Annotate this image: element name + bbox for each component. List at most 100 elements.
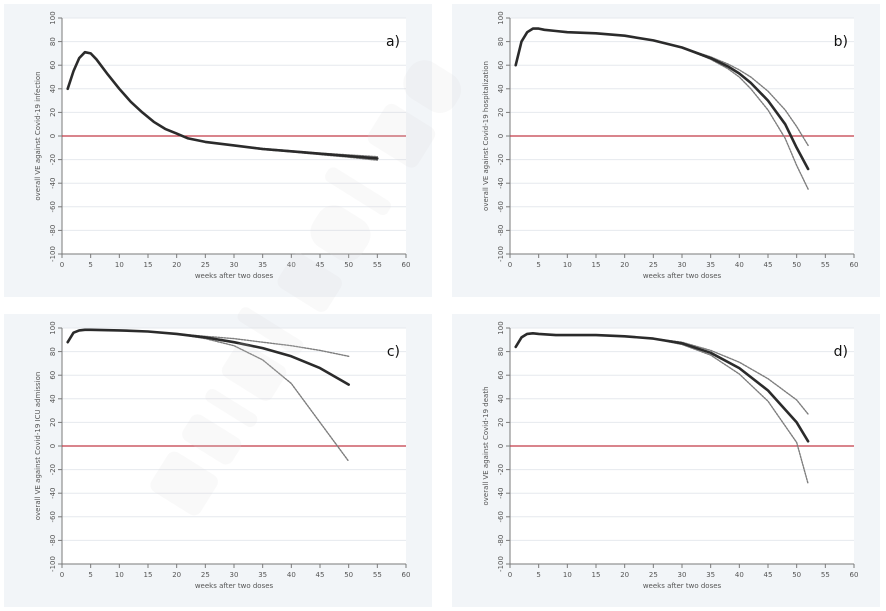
x-tick-label: 5 [536,261,540,269]
y-tick-label: -40 [497,177,505,188]
y-tick-label: -20 [49,464,57,475]
x-tick-label: 60 [850,571,859,579]
x-tick-label: 35 [258,571,267,579]
x-tick-label: 25 [201,571,210,579]
y-tick-label: -20 [497,154,505,165]
y-tick-label: -40 [49,487,57,498]
x-tick-label: 10 [563,261,572,269]
y-tick-label: -40 [49,177,57,188]
y-tick-label: 100 [497,321,505,334]
y-tick-label: 60 [497,61,505,70]
x-tick-label: 60 [402,571,411,579]
y-tick-label: -80 [49,225,57,236]
x-axis-title: weeks after two doses [643,582,722,590]
x-tick-label: 5 [536,571,540,579]
x-tick-label: 35 [706,261,715,269]
y-tick-label: 80 [497,347,505,356]
y-tick-label: 40 [49,84,57,93]
y-tick-label: 20 [49,108,57,117]
x-tick-label: 25 [201,261,210,269]
y-tick-label: 100 [497,11,505,24]
y-tick-label: -60 [497,511,505,522]
y-tick-label: 60 [497,371,505,380]
y-tick-label: 80 [49,37,57,46]
x-tick-label: 55 [373,261,382,269]
x-tick-label: 15 [592,261,601,269]
y-tick-label: 20 [497,108,505,117]
x-tick-label: 30 [230,261,239,269]
y-tick-label: -60 [49,201,57,212]
x-axis-title: weeks after two doses [195,272,274,280]
x-tick-label: 30 [678,571,687,579]
y-tick-label: 100 [49,11,57,24]
x-tick-label: 60 [402,261,411,269]
x-tick-label: 5 [88,261,92,269]
y-tick-label: -100 [49,556,57,572]
chart-svg: -100 -80 -60 -40 -20 0 20 40 60 80 100 0 5 10 15 20 25 30… [482,11,859,280]
x-tick-label: 35 [258,261,267,269]
panel-label: d) [834,344,848,360]
x-tick-label: 40 [287,261,296,269]
x-tick-label: 15 [592,571,601,579]
y-tick-label: -80 [49,535,57,546]
y-tick-label: 100 [49,321,57,334]
chart-panel-c: -100 -80 -60 -40 -20 0 20 40 60 80 100 0 5 10 15 20 25 30… [4,314,432,607]
chart-svg: -100 -80 -60 -40 -20 0 20 40 60 80 100 0 5 10 15 20 25 30… [34,321,411,590]
x-tick-label: 50 [792,261,801,269]
y-tick-label: -100 [497,246,505,262]
y-tick-label: -20 [49,154,57,165]
y-tick-label: -20 [497,464,505,475]
y-tick-label: 20 [497,418,505,427]
chart-panel-a: -100 -80 -60 -40 -20 0 20 40 60 80 100 0 5 10 15 20 25 30… [4,4,432,297]
x-tick-label: 40 [735,571,744,579]
x-tick-label: 0 [60,261,64,269]
panel-label: a) [386,34,400,50]
x-tick-label: 50 [792,571,801,579]
y-axis-title: overall VE against Covid-19 hospitalizat… [482,61,490,211]
x-tick-label: 30 [678,261,687,269]
x-axis-title: weeks after two doses [195,582,274,590]
x-axis-title: weeks after two doses [643,272,722,280]
x-tick-label: 15 [144,261,153,269]
x-tick-label: 45 [316,261,325,269]
x-tick-label: 0 [60,571,64,579]
x-tick-label: 40 [735,261,744,269]
x-tick-label: 60 [850,261,859,269]
y-tick-label: -100 [497,556,505,572]
x-tick-label: 25 [649,571,658,579]
chart-svg: -100 -80 -60 -40 -20 0 20 40 60 80 100 0 5 10 15 20 25 30… [482,321,859,590]
y-tick-label: 0 [497,444,505,448]
x-tick-label: 55 [821,261,830,269]
y-tick-label: 60 [49,61,57,70]
y-axis-title: overall VE against Covid-19 infection [34,71,42,200]
x-tick-label: 20 [620,571,629,579]
y-tick-label: 80 [497,37,505,46]
chart-panel-d: -100 -80 -60 -40 -20 0 20 40 60 80 100 0 5 10 15 20 25 30… [452,314,880,607]
x-tick-label: 10 [563,571,572,579]
x-tick-label: 35 [706,571,715,579]
y-tick-label: 40 [497,394,505,403]
y-tick-label: -40 [497,487,505,498]
y-tick-label: 0 [49,134,57,138]
x-tick-label: 10 [115,261,124,269]
y-tick-label: 40 [49,394,57,403]
chart-svg: -100 -80 -60 -40 -20 0 20 40 60 80 100 0 5 10 15 20 25 30… [34,11,411,280]
x-tick-label: 20 [620,261,629,269]
x-tick-label: 10 [115,571,124,579]
y-tick-label: -100 [49,246,57,262]
x-tick-label: 40 [287,571,296,579]
series-line-estimate [66,328,350,386]
x-tick-label: 20 [172,571,181,579]
series-line-estimate [66,50,379,160]
x-tick-label: 25 [649,261,658,269]
y-tick-label: 80 [49,347,57,356]
x-tick-label: 50 [344,261,353,269]
x-tick-label: 45 [764,261,773,269]
chart-panel-b: -100 -80 -60 -40 -20 0 20 40 60 80 100 0 5 10 15 20 25 30… [452,4,880,297]
x-tick-label: 0 [508,261,512,269]
series-line-estimate [514,332,810,443]
panel-label: b) [834,34,848,50]
y-tick-label: 60 [49,371,57,380]
x-tick-label: 5 [88,571,92,579]
y-tick-label: 0 [497,134,505,138]
